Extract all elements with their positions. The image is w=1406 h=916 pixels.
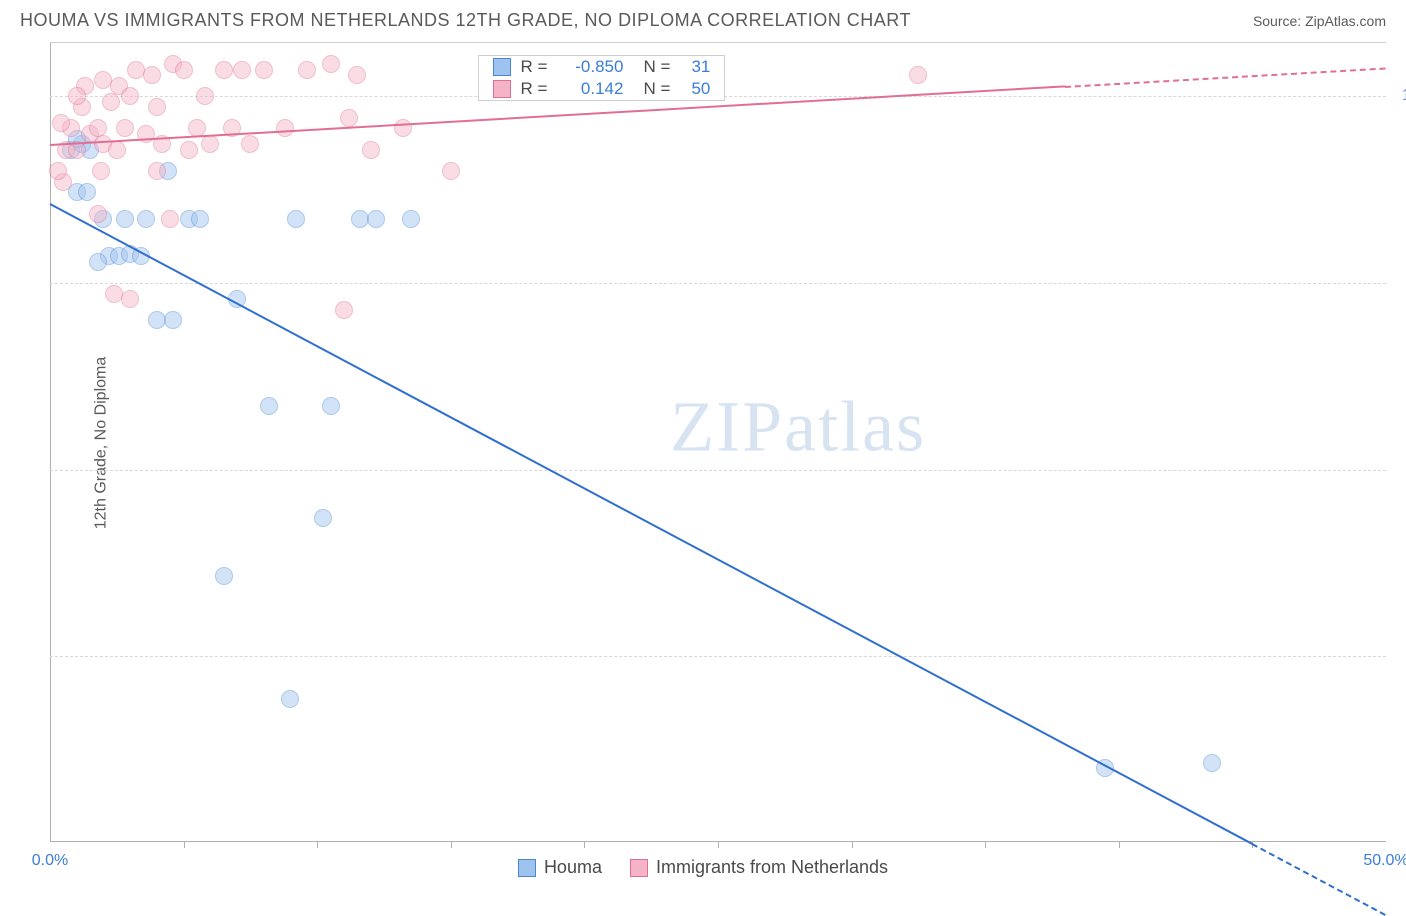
data-point xyxy=(116,210,134,228)
legend-label: Immigrants from Netherlands xyxy=(656,857,888,878)
legend-r-value: 0.142 xyxy=(557,79,623,99)
data-point xyxy=(362,141,380,159)
chart-header: HOUMA VS IMMIGRANTS FROM NETHERLANDS 12T… xyxy=(0,0,1406,37)
data-point xyxy=(215,61,233,79)
data-point xyxy=(201,135,219,153)
data-point xyxy=(322,397,340,415)
plot-area: ZIPatlas 100.0%82.5%65.0%47.5%0.0%50.0% xyxy=(50,43,1386,842)
legend-swatch xyxy=(493,80,511,98)
data-point xyxy=(1203,754,1221,772)
x-tick xyxy=(852,842,853,848)
legend-n-value: 31 xyxy=(680,57,710,77)
trendline-extension xyxy=(1065,67,1386,88)
x-tick xyxy=(718,842,719,848)
data-point xyxy=(367,210,385,228)
chart-title: HOUMA VS IMMIGRANTS FROM NETHERLANDS 12T… xyxy=(20,10,911,31)
correlation-legend: R = -0.850 N = 31 R = 0.142 N = 50 xyxy=(478,55,726,101)
data-point xyxy=(335,301,353,319)
legend-swatch xyxy=(518,859,536,877)
legend-item: Houma xyxy=(518,857,602,878)
data-point xyxy=(340,109,358,127)
legend-r-value: -0.850 xyxy=(557,57,623,77)
legend-item: Immigrants from Netherlands xyxy=(630,857,888,878)
data-point xyxy=(322,55,340,73)
series-legend: Houma Immigrants from Netherlands xyxy=(0,857,1406,878)
data-point xyxy=(255,61,273,79)
data-point xyxy=(89,205,107,223)
data-point xyxy=(137,210,155,228)
data-point xyxy=(148,98,166,116)
y-tick-label: 100.0% xyxy=(1402,87,1406,105)
data-point xyxy=(121,290,139,308)
legend-swatch xyxy=(630,859,648,877)
data-point xyxy=(180,141,198,159)
x-tick xyxy=(317,842,318,848)
gridline xyxy=(50,470,1386,471)
legend-row: R = -0.850 N = 31 xyxy=(479,56,725,78)
data-point xyxy=(94,71,112,89)
data-point xyxy=(116,119,134,137)
data-point xyxy=(108,141,126,159)
data-point xyxy=(314,509,332,527)
x-tick xyxy=(584,842,585,848)
data-point xyxy=(241,135,259,153)
data-point xyxy=(175,61,193,79)
data-point xyxy=(49,162,67,180)
data-point xyxy=(442,162,460,180)
data-point xyxy=(402,210,420,228)
data-point xyxy=(287,210,305,228)
data-point xyxy=(121,87,139,105)
data-point xyxy=(78,183,96,201)
y-axis-line xyxy=(50,43,51,842)
legend-r-label: R = xyxy=(521,79,548,99)
data-point xyxy=(260,397,278,415)
x-tick xyxy=(451,842,452,848)
data-point xyxy=(102,93,120,111)
legend-swatch xyxy=(493,58,511,76)
chart-source: Source: ZipAtlas.com xyxy=(1253,13,1386,29)
data-point xyxy=(281,690,299,708)
data-point xyxy=(164,311,182,329)
legend-label: Houma xyxy=(544,857,602,878)
data-point xyxy=(348,66,366,84)
legend-n-label: N = xyxy=(643,79,670,99)
legend-row: R = 0.142 N = 50 xyxy=(479,78,725,100)
data-point xyxy=(161,210,179,228)
x-tick xyxy=(1119,842,1120,848)
data-point xyxy=(233,61,251,79)
chart-container: 12th Grade, No Diploma ZIPatlas 100.0%82… xyxy=(50,42,1386,842)
data-point xyxy=(68,87,86,105)
data-point xyxy=(89,253,107,271)
data-point xyxy=(148,162,166,180)
data-point xyxy=(143,66,161,84)
data-point xyxy=(909,66,927,84)
data-point xyxy=(92,162,110,180)
legend-n-label: N = xyxy=(643,57,670,77)
x-tick xyxy=(184,842,185,848)
data-point xyxy=(394,119,412,137)
watermark: ZIPatlas xyxy=(670,385,926,468)
data-point xyxy=(298,61,316,79)
legend-r-label: R = xyxy=(521,57,548,77)
data-point xyxy=(215,567,233,585)
gridline xyxy=(50,656,1386,657)
x-tick xyxy=(985,842,986,848)
gridline xyxy=(50,283,1386,284)
legend-n-value: 50 xyxy=(680,79,710,99)
data-point xyxy=(52,114,70,132)
data-point xyxy=(191,210,209,228)
trendline xyxy=(50,203,1253,845)
data-point xyxy=(196,87,214,105)
data-point xyxy=(276,119,294,137)
